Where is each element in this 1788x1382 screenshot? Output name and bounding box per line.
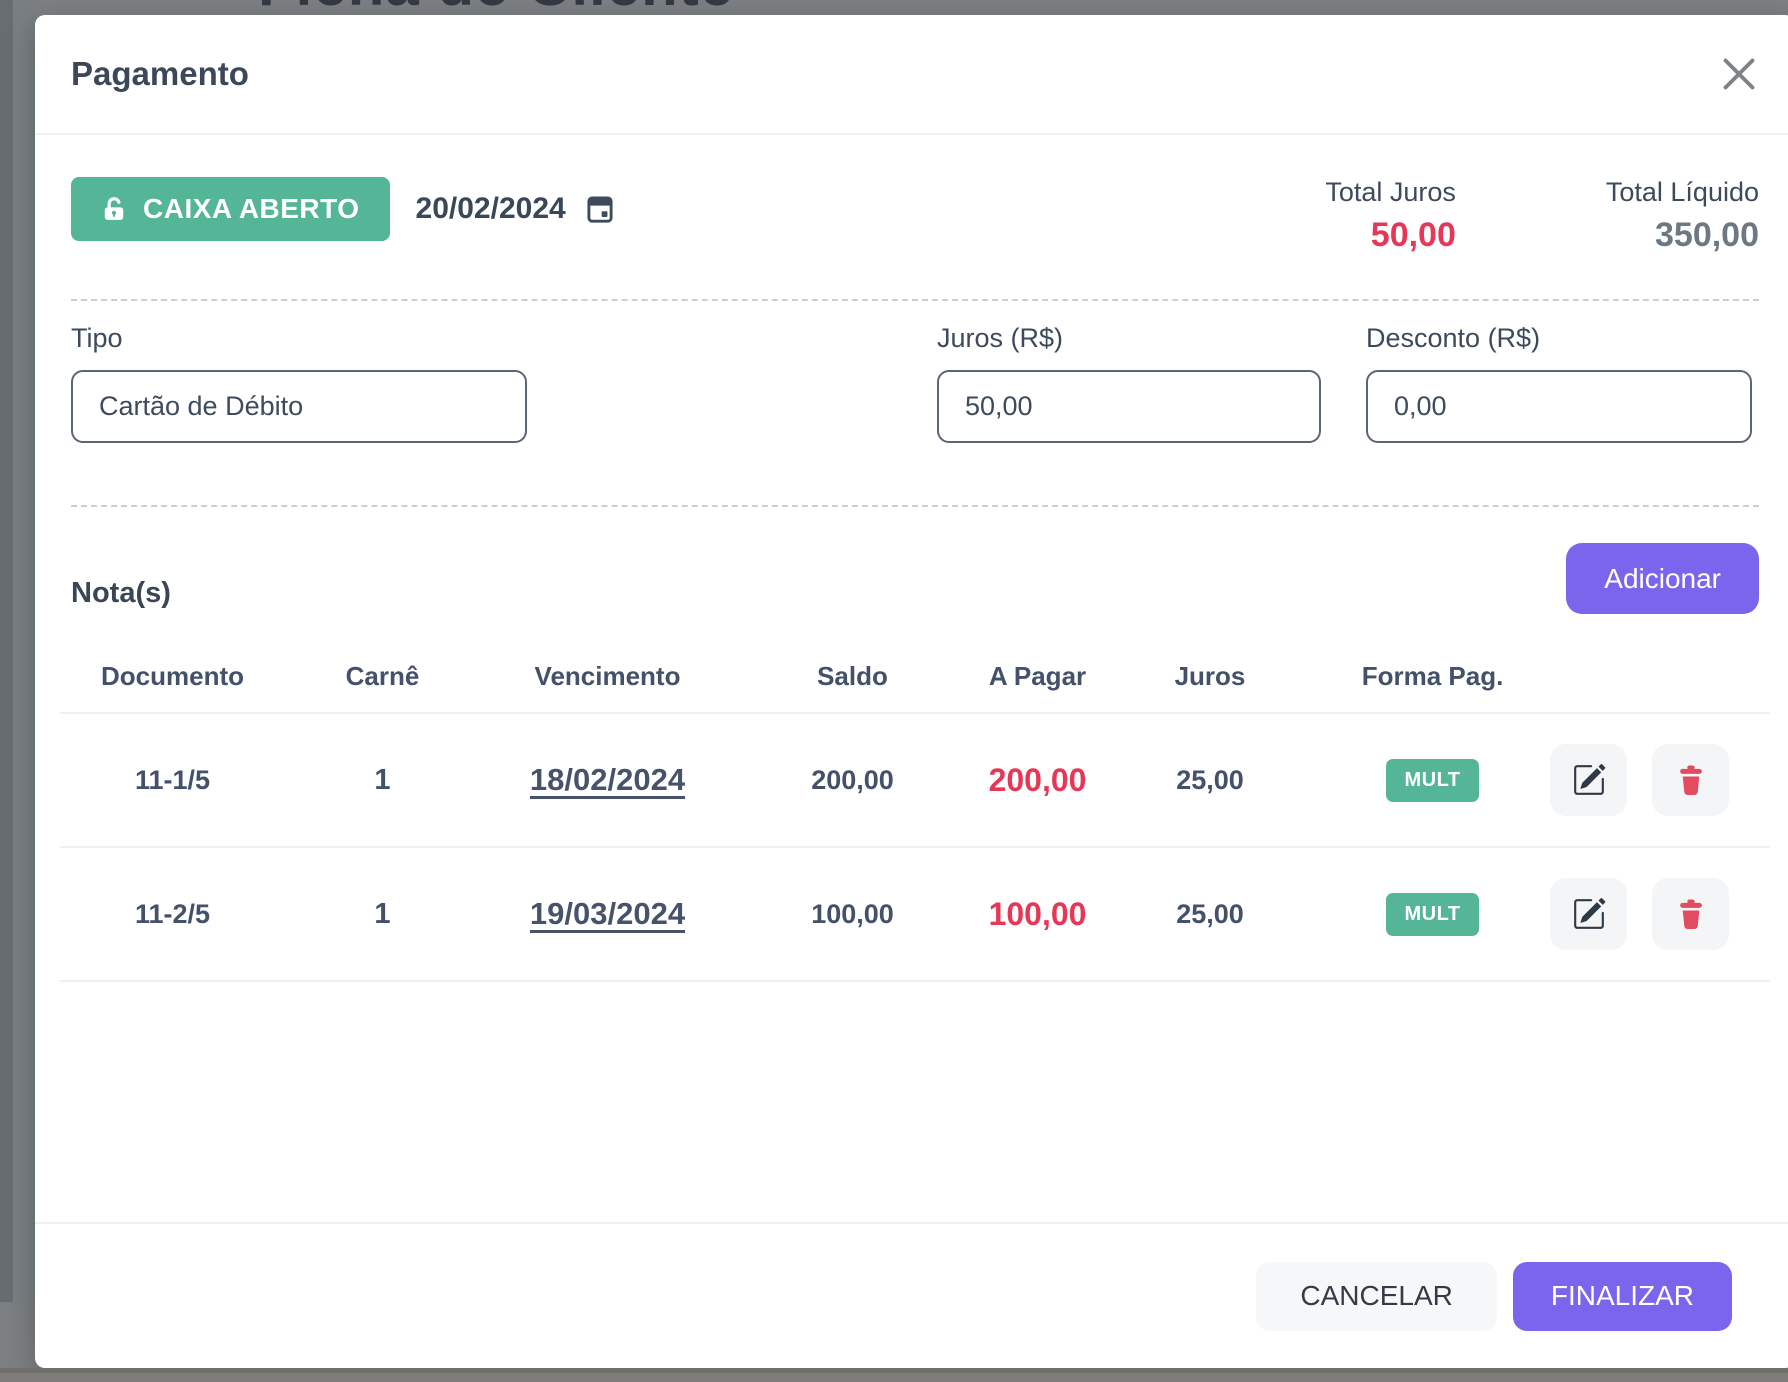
empty-space (71, 982, 1759, 1222)
row-divider (60, 980, 1770, 982)
row-documento: 11-1/5 (134, 764, 211, 795)
juros-input[interactable] (937, 370, 1321, 443)
edit-row-button[interactable] (1550, 878, 1627, 950)
unlock-icon (101, 196, 127, 222)
edit-row-button[interactable] (1550, 744, 1627, 816)
background-sidebar-strip (0, 0, 13, 1302)
close-button[interactable] (1719, 54, 1759, 94)
notas-heading: Nota(s) (71, 577, 171, 609)
row-carne: 1 (374, 763, 391, 796)
col-a-pagar: A Pagar (988, 660, 1087, 691)
row-vencimento-link[interactable]: 18/02/2024 (529, 762, 686, 797)
row-actions (1550, 744, 1781, 816)
notas-header-row: Nota(s) Adicionar (71, 543, 1759, 614)
background-sidebar-strip-light (13, 0, 36, 1302)
add-nota-button[interactable]: Adicionar (1566, 543, 1759, 614)
row-a-pagar: 200,00 (988, 761, 1087, 798)
modal-body: CAIXA ABERTO 20/02/2024 (35, 135, 1788, 1222)
dashed-divider (71, 299, 1759, 301)
delete-row-button[interactable] (1652, 878, 1729, 950)
modal-header: Pagamento (35, 15, 1788, 135)
row-divider (60, 712, 1770, 714)
totals: Total Juros 50,00 Total Líquido 350,00 (1325, 177, 1759, 255)
col-forma-pag: Forma Pag. (1361, 660, 1504, 691)
col-documento: Documento (101, 660, 244, 691)
tipo-field-group: Tipo (71, 323, 527, 443)
row-saldo: 100,00 (811, 898, 894, 929)
cash-date-group: 20/02/2024 (416, 192, 614, 226)
total-juros: Total Juros 50,00 (1325, 177, 1456, 255)
desconto-input[interactable] (1366, 370, 1752, 443)
col-vencimento: Vencimento (534, 660, 681, 691)
forma-pag-badge: MULT (1386, 758, 1479, 802)
total-juros-label: Total Juros (1325, 177, 1456, 207)
payment-modal: Pagamento (35, 15, 1788, 1368)
date-picker-button[interactable] (586, 194, 614, 224)
x-icon (1721, 56, 1757, 92)
row-vencimento-link[interactable]: 19/03/2024 (529, 896, 686, 931)
pencil-square-icon (1572, 763, 1606, 797)
status-left: CAIXA ABERTO 20/02/2024 (71, 177, 614, 241)
table-row: 11-1/5 1 18/02/2024 200,00 200,00 25,00 … (60, 714, 1770, 846)
row-juros: 25,00 (1176, 764, 1244, 795)
row-juros: 25,00 (1176, 898, 1244, 929)
background-bottom-strip (0, 1368, 1788, 1382)
total-liquido-value: 350,00 (1655, 216, 1759, 254)
row-saldo: 200,00 (811, 764, 894, 795)
row-documento: 11-2/5 (134, 898, 211, 929)
notas-table: Documento Carnê Vencimento Saldo A Pagar… (60, 640, 1770, 982)
pencil-square-icon (1572, 897, 1606, 931)
tipo-input[interactable] (71, 370, 527, 443)
modal-title: Pagamento (71, 55, 249, 92)
cancel-button[interactable]: CANCELAR (1256, 1261, 1497, 1331)
finalize-button[interactable]: FINALIZAR (1512, 1261, 1732, 1331)
caixa-status-badge: CAIXA ABERTO (71, 177, 390, 241)
row-carne: 1 (374, 897, 391, 930)
total-juros-value: 50,00 (1370, 216, 1456, 254)
status-row: CAIXA ABERTO 20/02/2024 (71, 177, 1759, 255)
col-carne: Carnê (345, 660, 420, 691)
juros-field-group: Juros (R$) (937, 323, 1321, 443)
trash-icon (1676, 764, 1706, 796)
total-liquido-label: Total Líquido (1605, 177, 1759, 207)
desconto-field-group: Desconto (R$) (1366, 323, 1752, 443)
table-row: 11-2/5 1 19/03/2024 100,00 100,00 25,00 … (60, 848, 1770, 980)
row-actions (1550, 878, 1781, 950)
col-juros: Juros (1174, 660, 1246, 691)
calendar-icon (586, 194, 614, 224)
col-saldo: Saldo (817, 660, 888, 691)
total-liquido: Total Líquido 350,00 (1606, 177, 1759, 255)
dashed-divider (71, 505, 1759, 507)
row-divider (60, 846, 1770, 848)
payment-form: Tipo Juros (R$) Desconto (R$) (71, 301, 1759, 505)
tipo-label: Tipo (71, 323, 123, 353)
desconto-label: Desconto (R$) (1366, 323, 1541, 353)
delete-row-button[interactable] (1652, 744, 1729, 816)
table-header-row: Documento Carnê Vencimento Saldo A Pagar… (60, 640, 1770, 712)
juros-label: Juros (R$) (937, 323, 1064, 353)
caixa-badge-label: CAIXA ABERTO (143, 193, 360, 224)
cash-date-value: 20/02/2024 (415, 192, 566, 225)
forma-pag-badge: MULT (1386, 892, 1479, 936)
row-a-pagar: 100,00 (988, 895, 1087, 932)
modal-footer: CANCELAR FINALIZAR (35, 1222, 1788, 1368)
background-page-title: Ficha de Cliente (258, 0, 734, 19)
trash-icon (1676, 898, 1706, 930)
